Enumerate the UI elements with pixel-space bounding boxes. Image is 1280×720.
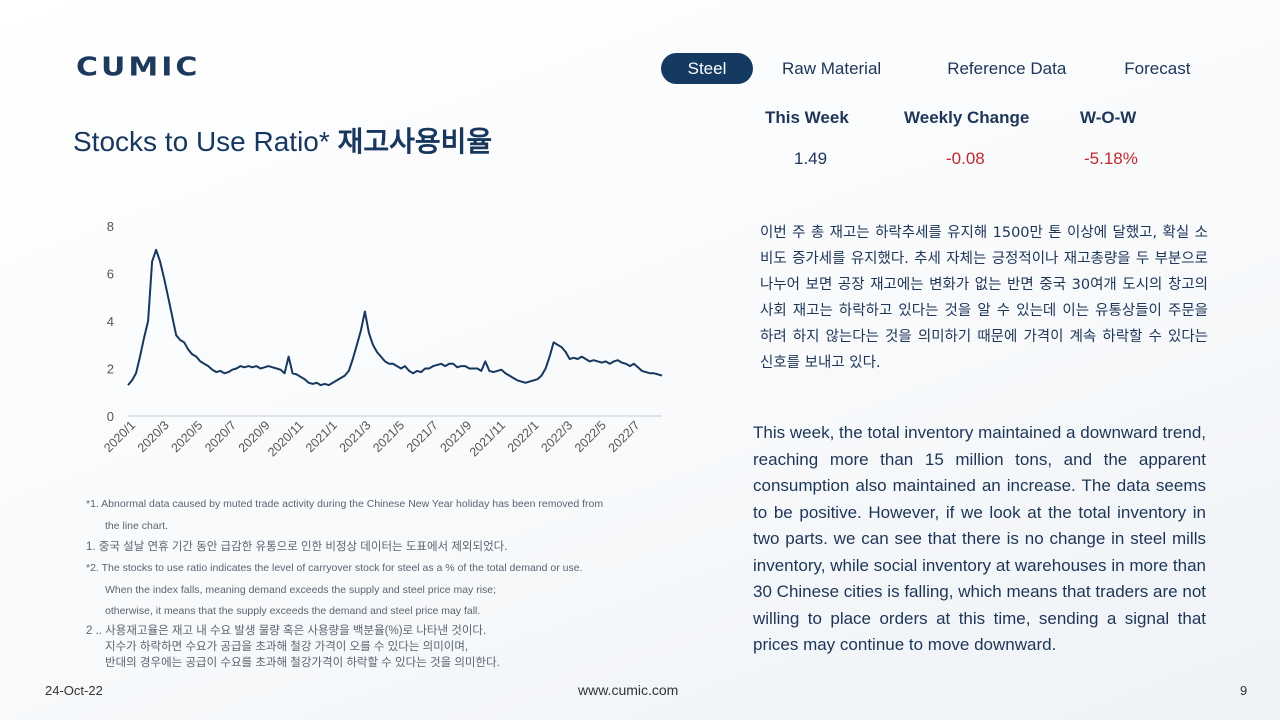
chart-svg: 024682020/12020/32020/52020/72020/92020/… (101, 219, 663, 459)
commentary-en: This week, the total inventory maintaine… (753, 423, 1206, 654)
tab-steel[interactable]: Steel (661, 53, 753, 84)
footer-date: 24-Oct-22 (45, 683, 103, 698)
x-tick-label: 2020/3 (135, 418, 172, 455)
note-2-ko-2: 지수가 하락하면 수요가 공급을 초과해 철강 가격이 오를 수 있다는 의미이… (105, 640, 469, 653)
title-ko: 재고사용비율 (337, 126, 493, 157)
x-tick-label: 2022/5 (572, 418, 609, 455)
company-logo: CUMIC (76, 50, 200, 84)
note-1-en-cont: the line chart. (105, 519, 169, 532)
y-tick-label: 4 (107, 314, 114, 329)
stocks-to-use-chart: 0 2 4 6 8 2020/1 2020/3 2020/5 2020/7 2020/9 2020/… (80, 210, 680, 480)
x-tick-label: 2022/3 (538, 418, 575, 455)
x-tick-label: 2021/7 (404, 418, 441, 455)
logo-text: CUMIC (76, 52, 201, 82)
stat-value-wow: -5.18% (1084, 149, 1138, 168)
note-2-en-cont2: otherwise, it means that the supply exce… (105, 605, 481, 617)
tab-raw-material[interactable]: Raw Material (782, 59, 882, 78)
x-tick-label: 2021/5 (370, 418, 407, 455)
x-tick-label: 2020/11 (265, 418, 306, 459)
stat-header-this-week: This Week (765, 108, 849, 127)
title-en: Stocks to Use Ratio* (73, 126, 330, 157)
weekly-stats: This Week Weekly Change W-O-W 1.49 -0.08… (760, 108, 1180, 169)
x-tick-label: 2020/7 (202, 418, 239, 455)
x-tick-label: 2021/3 (337, 418, 374, 455)
note-2-en-cont1: When the index falls, meaning demand exc… (105, 583, 497, 596)
stat-header-weekly-change: Weekly Change (904, 108, 1030, 127)
footnotes: *1. Abnormal data caused by muted trade … (86, 494, 686, 671)
y-tick-label: 0 (107, 409, 114, 424)
series-line (127, 248, 663, 387)
x-tick-label: 2021/1 (303, 418, 340, 455)
y-tick-label: 6 (107, 267, 114, 282)
page-title: Stocks to Use Ratio* 재고사용비율 (73, 120, 492, 160)
tab-reference-data[interactable]: Reference Data (947, 59, 1067, 78)
x-tick-label: 2022/7 (606, 418, 643, 455)
note-2-en: *2. The stocks to use ratio indicates th… (86, 562, 583, 574)
y-tick-label: 2 (107, 362, 114, 377)
stat-value-this-week: 1.49 (794, 149, 828, 168)
stat-value-weekly-change: -0.08 (946, 149, 985, 168)
x-tick-label: 2022/1 (505, 418, 542, 455)
commentary-ko: 이번 주 총 재고는 하락추세를 유지해 1500만 톤 이상에 달했고, 확실… (760, 225, 1208, 371)
note-1-ko: 1. 중국 설날 연휴 기간 동안 급감한 유통으로 인한 비정상 데이터는 도… (86, 541, 508, 553)
note-2-ko-3: 반대의 경우에는 공급이 수요를 초과해 철강가격이 하락할 수 있다는 것을 … (105, 656, 500, 669)
note-2-ko-1: 2 .. 사용재고율은 재고 내 수요 발생 물량 혹은 사용량을 백분율(%)… (86, 624, 487, 637)
stat-header-wow: W-O-W (1080, 108, 1137, 127)
footer-url[interactable]: www.cumic.com (578, 682, 679, 698)
x-tick-label: 2021/11 (467, 418, 508, 459)
y-tick-label: 8 (107, 219, 114, 234)
tab-forecast[interactable]: Forecast (1124, 59, 1191, 78)
x-tick-label: 2020/5 (168, 418, 205, 455)
page-number: 9 (1240, 683, 1248, 698)
note-1-en: *1. Abnormal data caused by muted trade … (86, 498, 604, 510)
top-nav: Steel Raw Material Reference Data Foreca… (661, 53, 1190, 84)
